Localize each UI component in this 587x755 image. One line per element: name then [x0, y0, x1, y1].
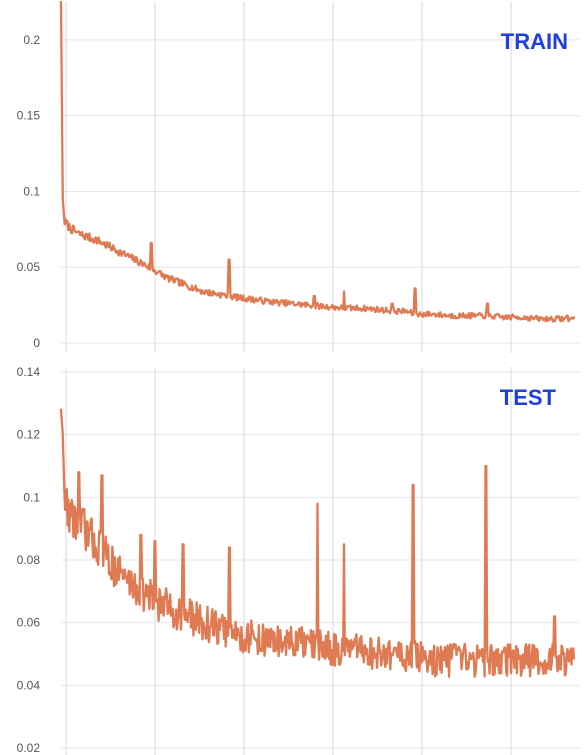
loss-series-line [61, 410, 574, 677]
y-tick-label: 0 [33, 336, 40, 350]
panel-badge-train: TRAIN [501, 29, 568, 54]
loss-series-line [61, 2, 574, 322]
y-tick-label: 0.14 [17, 365, 41, 379]
y-tick-label: 0.06 [17, 616, 41, 630]
y-tick-label: 0.04 [17, 678, 41, 692]
chart-panel-test: 0.02 0.04 0.06 0.08 0.1 0.12 0.14 TEST [17, 365, 580, 755]
y-tick-label: 0.2 [23, 33, 40, 47]
y-tick-label: 0.12 [17, 428, 41, 442]
y-tick-label: 0.1 [23, 184, 40, 198]
chart-panel-train: 0 0.05 0.1 0.15 0.2 TRAIN [17, 2, 580, 353]
y-tick-label: 0.15 [17, 109, 41, 123]
y-tick-label: 0.05 [17, 260, 41, 274]
y-tick-label: 0.02 [17, 741, 41, 755]
y-tick-label: 0.1 [23, 490, 40, 504]
y-tick-label: 0.08 [17, 553, 41, 567]
panel-badge-test: TEST [500, 385, 557, 410]
